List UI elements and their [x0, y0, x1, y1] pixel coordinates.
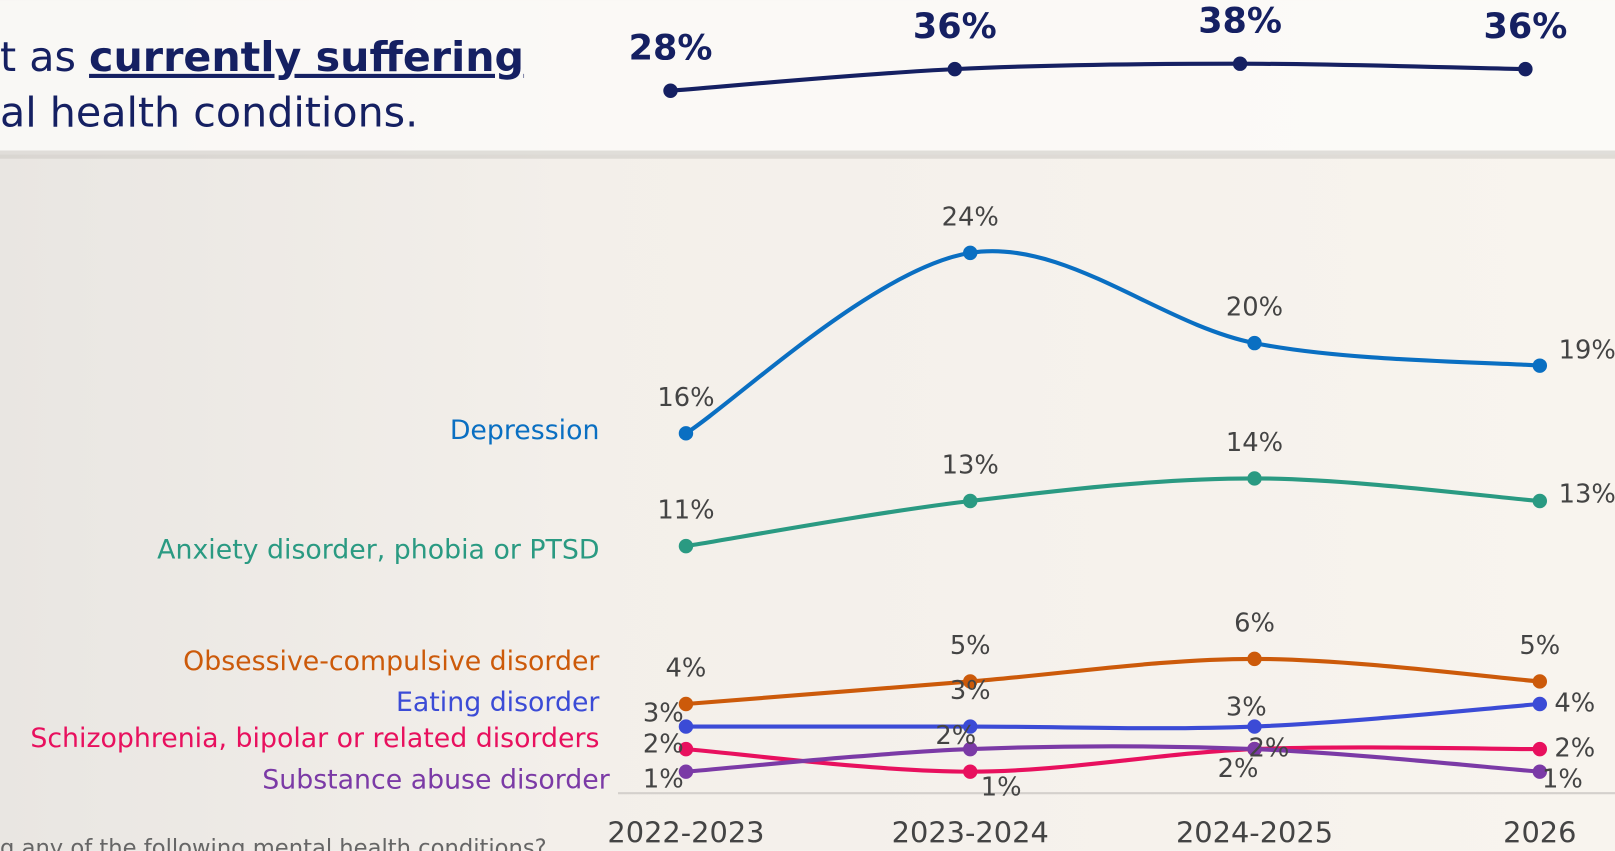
data-label: 11%: [657, 496, 714, 526]
point: [1247, 651, 1262, 667]
point: [963, 719, 978, 734]
data-label: 24%: [942, 202, 999, 232]
point: [1247, 741, 1262, 757]
data-label: 1%: [981, 773, 1022, 803]
point: [1532, 358, 1548, 373]
data-label: 3%: [1226, 693, 1267, 723]
data-label: 13%: [1559, 479, 1615, 509]
series-label: Obsessive-compulsive disorder: [183, 646, 599, 677]
point: [663, 83, 678, 98]
point: [963, 493, 978, 509]
headline-emphasis: currently suffering: [89, 33, 524, 81]
point: [1247, 719, 1262, 734]
data-label: 5%: [1519, 631, 1560, 661]
point: [678, 426, 694, 441]
point: [1532, 741, 1548, 757]
point: [678, 719, 694, 734]
series-label: Depression: [450, 415, 600, 446]
series-line: [685, 656, 1540, 707]
x-tick-label: 2022-2023: [607, 815, 764, 849]
x-tick-label: 2024-2025: [1176, 815, 1333, 849]
data-label: 16%: [657, 383, 714, 413]
point: [963, 674, 978, 689]
series-line: [685, 476, 1540, 549]
point: [678, 741, 694, 757]
data-label: 1%: [1542, 764, 1583, 794]
point: [1532, 493, 1548, 509]
data-label: 4%: [666, 653, 707, 683]
point: [1532, 764, 1548, 779]
data-label: 36%: [913, 7, 997, 47]
data-label: 19%: [1559, 336, 1615, 366]
series-label: Anxiety disorder, phobia or PTSD: [157, 535, 599, 566]
headline: t as currently suffering: [0, 33, 524, 81]
headline-start: t as: [0, 33, 76, 81]
series-label: Eating disorder: [396, 687, 599, 718]
data-label: 3%: [643, 699, 684, 729]
point: [963, 764, 978, 779]
data-label: 28%: [629, 29, 713, 69]
point: [1247, 335, 1262, 351]
x-tick-label: 2026: [1503, 815, 1576, 849]
point: [1518, 61, 1533, 77]
point: [1232, 56, 1248, 71]
data-label: 1%: [643, 764, 684, 794]
data-label: 6%: [1234, 608, 1275, 638]
data-label: 14%: [1226, 428, 1283, 458]
point: [678, 764, 694, 779]
headline-line2: al health conditions.: [0, 88, 418, 136]
data-label: 2%: [935, 721, 976, 751]
point: [678, 696, 694, 712]
series-line: [685, 744, 1540, 774]
data-label: 36%: [1484, 7, 1568, 47]
point: [1532, 674, 1548, 689]
data-label: 20%: [1226, 293, 1283, 323]
data-label: 4%: [1554, 689, 1595, 719]
divider: [0, 150, 1615, 159]
trend-line: [670, 61, 1526, 93]
series-line: [684, 249, 1540, 436]
series-label: Schizophrenia, bipolar or related disord…: [30, 723, 599, 754]
point: [963, 741, 978, 757]
x-tick-label: 2023-2024: [892, 815, 1049, 849]
data-label: 5%: [950, 631, 991, 661]
data-label: 3%: [950, 676, 991, 706]
point: [963, 245, 978, 261]
data-label: 38%: [1198, 2, 1282, 42]
point: [1247, 471, 1262, 486]
point: [1532, 696, 1548, 712]
footnote: g any of the following mental health con…: [0, 835, 547, 851]
series-line: [685, 701, 1540, 731]
point: [947, 61, 962, 77]
series-label: Substance abuse disorder: [262, 764, 609, 795]
data-label: 2%: [643, 729, 684, 759]
point: [678, 538, 694, 554]
data-label: 2%: [1554, 734, 1595, 764]
data-label: 2%: [1218, 754, 1259, 784]
data-label: 13%: [942, 450, 999, 480]
data-label: 2%: [1249, 734, 1290, 764]
